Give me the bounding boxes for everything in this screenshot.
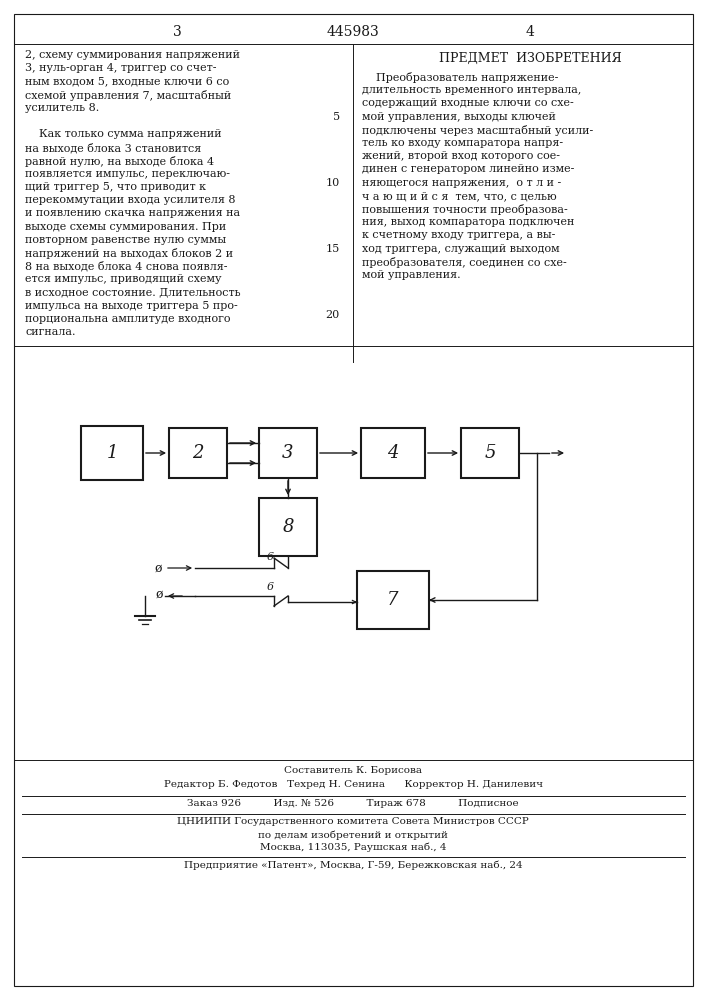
Text: ется импульс, приводящий схему: ется импульс, приводящий схему	[25, 274, 221, 284]
Text: няющегося напряжения,  о т л и -: няющегося напряжения, о т л и -	[362, 178, 561, 188]
Text: повторном равенстве нулю суммы: повторном равенстве нулю суммы	[25, 235, 226, 245]
Text: на выходе блока 3 становится: на выходе блока 3 становится	[25, 142, 201, 153]
Text: 6: 6	[267, 552, 274, 562]
Bar	[259, 428, 317, 478]
Bar	[169, 428, 227, 478]
Text: 8 на выходе блока 4 снова появля-: 8 на выходе блока 4 снова появля-	[25, 261, 228, 272]
Text: 2, схему суммирования напряжений: 2, схему суммирования напряжений	[25, 50, 240, 60]
Text: мой управления, выходы ключей: мой управления, выходы ключей	[362, 112, 556, 122]
Text: 6: 6	[267, 582, 274, 592]
Text: выходе схемы суммирования. При: выходе схемы суммирования. При	[25, 222, 226, 232]
Text: 2: 2	[192, 444, 204, 462]
Text: жений, второй вход которого сое-: жений, второй вход которого сое-	[362, 151, 560, 161]
Text: Предприятие «Патент», Москва, Г-59, Бережковская наб., 24: Предприятие «Патент», Москва, Г-59, Бере…	[184, 860, 522, 869]
Text: Преобразователь напряжение-: Преобразователь напряжение-	[362, 72, 559, 83]
Bar	[461, 428, 519, 478]
Text: 1: 1	[106, 444, 118, 462]
Text: 5: 5	[333, 112, 340, 122]
Text: порциональна амплитуде входного: порциональна амплитуде входного	[25, 314, 230, 324]
Text: схемой управления 7, масштабный: схемой управления 7, масштабный	[25, 90, 231, 101]
Text: Заказ 926          Изд. № 526          Тираж 678          Подписное: Заказ 926 Изд. № 526 Тираж 678 Подписное	[187, 799, 519, 808]
Text: 15: 15	[326, 244, 340, 254]
Bar	[357, 571, 429, 629]
Text: содержащий входные ключи со схе-: содержащий входные ключи со схе-	[362, 98, 574, 108]
Text: 5: 5	[484, 444, 496, 462]
Text: к счетному входу триггера, а вы-: к счетному входу триггера, а вы-	[362, 230, 556, 240]
Text: сигнала.: сигнала.	[25, 327, 76, 337]
Text: 8: 8	[282, 518, 293, 536]
Text: мой управления.: мой управления.	[362, 270, 461, 280]
Text: повышения точности преобразова-: повышения точности преобразова-	[362, 204, 568, 215]
Text: 4: 4	[525, 25, 534, 39]
Text: импульса на выходе триггера 5 про-: импульса на выходе триггера 5 про-	[25, 301, 238, 311]
Bar	[81, 426, 143, 480]
Text: динен с генератором линейно изме-: динен с генератором линейно изме-	[362, 164, 574, 174]
Text: Редактор Б. Федотов   Техред Н. Сенина      Корректор Н. Данилевич: Редактор Б. Федотов Техред Н. Сенина Кор…	[163, 780, 542, 789]
Text: и появлению скачка напряжения на: и появлению скачка напряжения на	[25, 208, 240, 218]
Text: ПРЕДМЕТ  ИЗОБРЕТЕНИЯ: ПРЕДМЕТ ИЗОБРЕТЕНИЯ	[438, 52, 621, 65]
Text: 3, нуль-орган 4, триггер со счет-: 3, нуль-орган 4, триггер со счет-	[25, 63, 216, 73]
Text: напряжений на выходах блоков 2 и: напряжений на выходах блоков 2 и	[25, 248, 233, 259]
Text: ния, выход компаратора подключен: ния, выход компаратора подключен	[362, 217, 574, 227]
Text: перекоммутации входа усилителя 8: перекоммутации входа усилителя 8	[25, 195, 235, 205]
Text: Как только сумма напряжений: Как только сумма напряжений	[25, 129, 221, 139]
Text: 3: 3	[282, 444, 293, 462]
Bar	[259, 498, 317, 556]
Text: длительность временного интервала,: длительность временного интервала,	[362, 85, 581, 95]
Text: 445983: 445983	[327, 25, 380, 39]
Text: 7: 7	[387, 591, 399, 609]
Text: ным входом 5, входные ключи 6 со: ным входом 5, входные ключи 6 со	[25, 76, 229, 86]
Text: преобразователя, соединен со схе-: преобразователя, соединен со схе-	[362, 257, 567, 268]
Text: ч а ю щ и й с я  тем, что, с целью: ч а ю щ и й с я тем, что, с целью	[362, 191, 556, 201]
Text: тель ко входу компаратора напря-: тель ко входу компаратора напря-	[362, 138, 563, 148]
Text: усилитель 8.: усилитель 8.	[25, 103, 99, 113]
Text: 20: 20	[326, 310, 340, 320]
Text: ЦНИИПИ Государственного комитета Совета Министров СССР: ЦНИИПИ Государственного комитета Совета …	[177, 817, 529, 826]
Text: подключены через масштабный усили-: подключены через масштабный усили-	[362, 125, 593, 136]
Text: щий триггер 5, что приводит к: щий триггер 5, что приводит к	[25, 182, 206, 192]
Text: Составитель К. Борисова: Составитель К. Борисова	[284, 766, 422, 775]
Text: ø: ø	[156, 587, 163, 600]
Text: в исходное состояние. Длительность: в исходное состояние. Длительность	[25, 288, 240, 298]
Text: появляется импульс, переключаю-: появляется импульс, переключаю-	[25, 169, 230, 179]
Text: ход триггера, служащий выходом: ход триггера, служащий выходом	[362, 244, 560, 254]
Bar	[361, 428, 425, 478]
Text: по делам изобретений и открытий: по делам изобретений и открытий	[258, 830, 448, 840]
Text: ø: ø	[155, 562, 162, 574]
Text: 4: 4	[387, 444, 399, 462]
Text: 3: 3	[173, 25, 182, 39]
Text: 10: 10	[326, 178, 340, 188]
Text: равной нулю, на выходе блока 4: равной нулю, на выходе блока 4	[25, 156, 214, 167]
Text: Москва, 113035, Раушская наб., 4: Москва, 113035, Раушская наб., 4	[259, 843, 446, 852]
